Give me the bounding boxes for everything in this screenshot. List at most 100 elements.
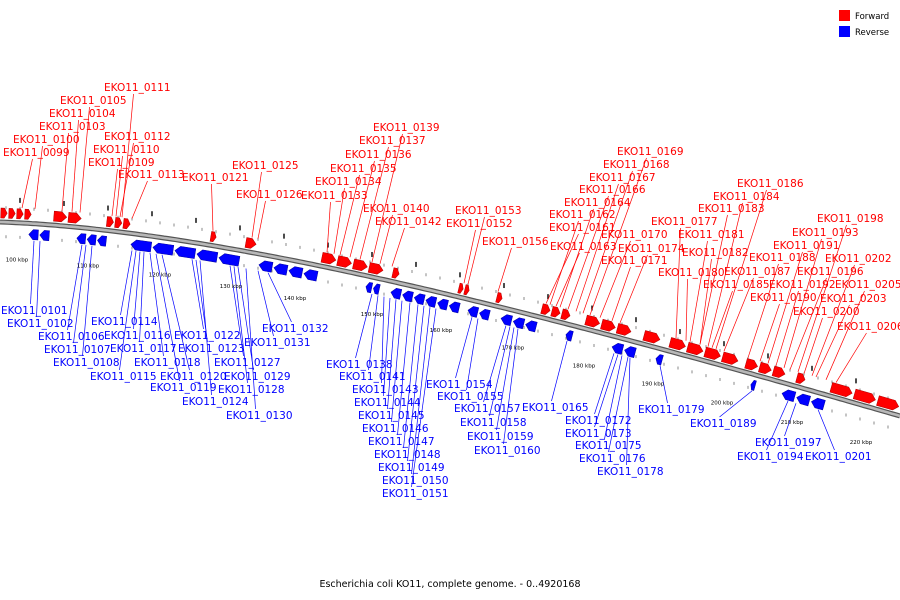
axis-tick-label: 200 kbp	[711, 401, 734, 407]
reverse-leader-line	[403, 304, 419, 449]
axis-tick-label: 160 kbp	[430, 328, 453, 334]
forward-leader-line	[463, 229, 476, 284]
reverse-leader-line	[237, 267, 254, 371]
reverse-gene-glyph	[218, 253, 241, 267]
forward-leader-line	[257, 200, 266, 239]
reverse-gene-glyph	[811, 397, 826, 411]
axis-tick-label: 210 kbp	[781, 420, 804, 426]
gene-label: EKO11_0114	[91, 316, 158, 328]
forward-leader-line	[467, 216, 485, 285]
gene-label: EKO11_0191	[773, 240, 840, 252]
gene-label: EKO11_0147	[368, 436, 435, 448]
forward-gene-glyph	[391, 267, 400, 279]
gene-label: EKO11_0146	[362, 423, 429, 435]
gene-label: EKO11_0174	[618, 243, 685, 255]
gene-label: EKO11_0149	[378, 462, 445, 474]
forward-leader-line	[689, 240, 708, 342]
reverse-leader-line	[229, 265, 244, 357]
gene-label: EKO11_0205	[835, 279, 900, 291]
forward-leader-line	[759, 303, 780, 362]
forward-leader-line	[783, 238, 822, 368]
forward-gene-glyph	[0, 207, 8, 219]
gene-label: EKO11_0135	[330, 163, 397, 175]
reverse-gene-glyph	[288, 266, 304, 279]
axis-tick-label: 140 kbp	[284, 296, 307, 302]
legend-reverse-swatch	[839, 26, 850, 37]
reverse-leader-line	[387, 299, 397, 410]
forward-leader-line	[699, 214, 728, 345]
genome-backbone-core	[0, 220, 900, 418]
gene-label: EKO11_0160	[474, 445, 541, 457]
reverse-leader-line	[766, 400, 789, 451]
forward-gene-glyph	[642, 330, 661, 344]
gene-label: EKO11_0171	[601, 255, 668, 267]
gene-label: EKO11_0145	[358, 410, 425, 422]
gene-label: EKO11_0099	[3, 147, 70, 159]
gene-label: EKO11_0113	[118, 169, 185, 181]
gene-label: EKO11_0185	[703, 279, 770, 291]
axis-tick-label: 190 kbp	[642, 382, 665, 388]
gene-label-layer: 100 kbp 110 kbp 120 kbp 130 kbp 140 kbp 150 k…	[1, 82, 900, 500]
gene-label: EKO11_0148	[374, 449, 441, 461]
forward-gene-glyph	[686, 341, 704, 356]
reverse-leader-line	[257, 270, 274, 337]
reverse-gene-glyph	[525, 320, 538, 333]
reverse-gene-glyph	[258, 260, 274, 273]
reverse-leader-line	[608, 356, 629, 453]
gene-label: EKO11_0173	[565, 428, 632, 440]
forward-gene-glyph	[53, 210, 68, 223]
legend: Forward Reverse	[839, 10, 889, 38]
reverse-gene-glyph	[303, 269, 319, 282]
axis-tick-label: 110 kbp	[77, 263, 100, 269]
gene-label: EKO11_0158	[460, 417, 527, 429]
gene-label: EKO11_0177	[651, 216, 718, 228]
forward-leader-line	[339, 174, 360, 256]
reverse-gene-glyph	[437, 298, 449, 311]
reverse-leader-line	[67, 244, 83, 331]
reverse-gene-glyph	[413, 293, 426, 306]
forward-leader-line	[675, 227, 681, 339]
forward-gene-glyph	[852, 388, 876, 404]
gene-label: EKO11_0194	[737, 451, 804, 463]
forward-gene-glyph	[720, 351, 739, 365]
gene-label: EKO11_0144	[354, 397, 421, 409]
forward-gene-glyph	[744, 358, 758, 371]
gene-label: EKO11_0111	[104, 82, 171, 94]
forward-gene-glyph	[795, 372, 806, 384]
reverse-leader-line	[355, 293, 373, 359]
gene-label: EKO11_0123	[178, 343, 245, 355]
reverse-gene-glyph	[76, 233, 87, 245]
reverse-leader-line	[551, 340, 568, 402]
gene-label: EKO11_0110	[93, 144, 160, 156]
gene-label: EKO11_0193	[792, 227, 859, 239]
reverse-leader-line	[594, 354, 619, 428]
reverse-leader-line	[191, 259, 204, 330]
gene-label: EKO11_0103	[39, 121, 106, 133]
reverse-leader-line	[267, 272, 292, 323]
reverse-leader-line	[483, 325, 507, 403]
forward-gene-glyph	[8, 208, 16, 219]
legend-forward-swatch	[839, 10, 850, 21]
gene-label: EKO11_0197	[755, 437, 822, 449]
forward-gene-glyph	[829, 382, 853, 397]
reverse-leader-line	[133, 251, 141, 330]
gene-label: EKO11_0166	[579, 184, 646, 196]
gene-label: EKO11_0143	[352, 384, 419, 396]
forward-gene-glyph	[352, 258, 368, 271]
gene-label: EKO11_0183	[698, 203, 765, 215]
forward-gene-glyph	[105, 216, 114, 228]
reverse-gene-glyph	[467, 306, 480, 318]
forward-leader-line	[707, 202, 743, 347]
forward-leader-line	[575, 183, 619, 312]
gene-label: EKO11_0176	[579, 453, 646, 465]
gene-label: EKO11_0200	[793, 306, 860, 318]
gene-label: EKO11_0157	[454, 403, 521, 415]
forward-gene-glyph	[758, 361, 772, 375]
forward-leader-line	[803, 317, 823, 374]
reverse-gene-glyph	[196, 249, 219, 263]
gene-label: EKO11_0179	[638, 404, 705, 416]
reverse-gene-glyph	[781, 389, 797, 402]
forward-leader-line	[699, 258, 712, 345]
gene-label: EKO11_0138	[326, 359, 393, 371]
gene-label: EKO11_0115	[90, 371, 157, 383]
